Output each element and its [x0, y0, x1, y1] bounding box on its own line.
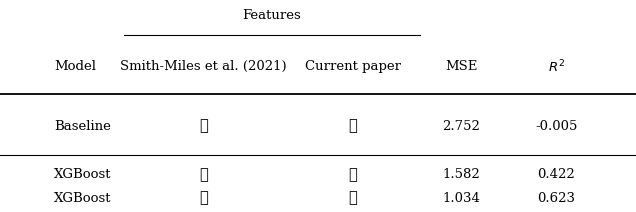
Text: ✗: ✗	[199, 119, 208, 133]
Text: ✗: ✗	[349, 119, 357, 133]
Text: MSE: MSE	[445, 60, 477, 73]
Text: XGBoost: XGBoost	[54, 192, 111, 205]
Text: Baseline: Baseline	[54, 120, 111, 133]
Text: ✓: ✓	[199, 168, 208, 182]
Text: ✓: ✓	[349, 191, 357, 205]
Text: Features: Features	[242, 9, 301, 22]
Text: Smith-Miles et al. (2021): Smith-Miles et al. (2021)	[120, 60, 287, 73]
Text: 1.582: 1.582	[442, 168, 480, 181]
Text: 0.422: 0.422	[537, 168, 576, 181]
Text: XGBoost: XGBoost	[54, 168, 111, 181]
Text: ✗: ✗	[199, 191, 208, 205]
Text: Model: Model	[54, 60, 96, 73]
Text: ✗: ✗	[349, 168, 357, 182]
Text: 2.752: 2.752	[442, 120, 480, 133]
Text: -0.005: -0.005	[536, 120, 577, 133]
Text: $\mathit{R}^2$: $\mathit{R}^2$	[548, 59, 565, 75]
Text: 0.623: 0.623	[537, 192, 576, 205]
Text: Current paper: Current paper	[305, 60, 401, 73]
Text: 1.034: 1.034	[442, 192, 480, 205]
